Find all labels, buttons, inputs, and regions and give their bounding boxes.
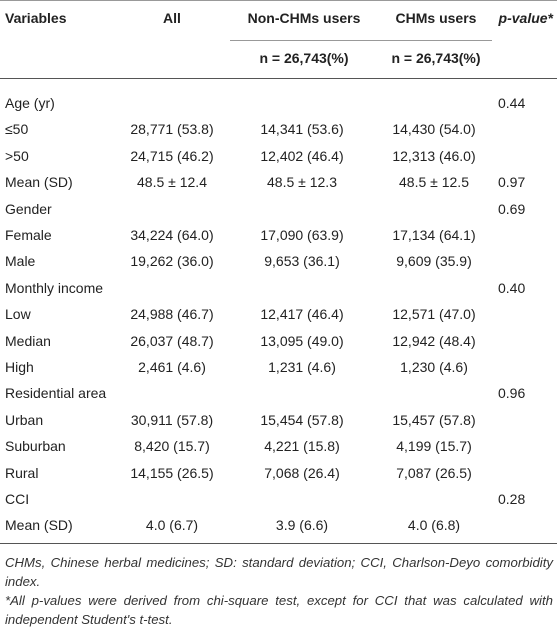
row-label: Monthly income [5,279,104,296]
cell: 15,457 (57.8) [392,411,476,428]
header: n = 26,743(%) [259,50,349,66]
row-label: Male [5,253,36,270]
row-label: Low [5,306,31,323]
row-label: Median [5,332,51,349]
row-label: High [5,359,34,375]
cell: 17,090 (63.9) [260,227,344,243]
cell: 28,771 (53.8) [130,121,214,138]
cell: 48.5 ± 12.3 [267,174,337,191]
cell: 34,224 (64.0) [130,227,214,243]
row-label: CCI [5,491,30,507]
row-label: Mean (SD) [5,517,73,534]
header: Non-CHMs users [247,10,361,26]
cell: 14,430 (54.0) [392,121,476,138]
cell: 12,417 (46.4) [260,306,344,323]
cell: 12,942 (48.4) [392,332,476,349]
row-label: Gender [5,200,52,217]
cell: 15,454 (57.8) [260,411,344,428]
cell: 4.0 (6.7) [145,517,199,534]
cell: 26,037 (48.7) [130,332,214,349]
cell: 12,313 (46.0) [392,147,476,164]
row-label: ≤50 [5,121,29,138]
row-label: Suburban [5,438,66,455]
cell: 9,609 (35.9) [396,253,472,270]
cell: 19,262 (36.0) [130,253,214,270]
cell: 30,911 (57.8) [130,411,214,428]
p-value: 0.97 [498,174,526,191]
rule [230,40,492,41]
cell: 24,715 (46.2) [130,147,214,164]
p-value: 0.96 [498,385,526,402]
header: n = 26,743(%) [391,50,481,66]
cell: 12,571 (47.0) [392,306,476,323]
cell: 4.0 (6.8) [407,517,461,534]
cell: 13,095 (49.0) [260,332,344,349]
header: All [163,10,181,26]
cell: 1,230 (4.6) [400,359,468,375]
cell: 24,988 (46.7) [130,306,214,323]
rule [0,78,557,79]
cell: 7,087 (26.5) [396,464,472,481]
rule [0,0,557,1]
cell: 9,653 (36.1) [264,253,340,270]
cell: 48.5 ± 12.5 [399,174,469,191]
cell: 14,341 (53.6) [260,121,344,138]
row-label: Female [5,227,52,243]
cell: 4,199 (15.7) [396,438,472,455]
cell: 3.9 (6.6) [275,517,329,534]
p-value: 0.40 [498,279,526,296]
p-value: 0.44 [498,95,526,111]
row-label: Age (yr) [5,95,55,111]
cell: 12,402 (46.4) [260,147,344,164]
p-value: 0.28 [498,491,526,507]
footnote: *All p-values were derived from chi-squa… [5,593,553,627]
header: p-value* [498,10,553,26]
cell: 8,420 (15.7) [134,438,210,455]
rule [0,543,557,544]
row-label: Mean (SD) [5,174,73,191]
cell: 7,068 (26.4) [264,464,340,481]
row-label: Urban [5,411,44,428]
cell: 48.5 ± 12.4 [137,174,207,191]
p-value: 0.69 [498,200,526,217]
header: Variables [5,10,67,26]
row-label: >50 [5,147,29,164]
cell: 17,134 (64.1) [392,227,476,243]
cell: 2,461 (4.6) [138,359,206,375]
row-label: Rural [5,464,39,481]
cell: 4,221 (15.8) [264,438,340,455]
header: CHMs users [395,10,477,26]
cell: 14,155 (26.5) [130,464,214,481]
row-label: Residential area [5,385,107,402]
cell: 1,231 (4.6) [268,359,336,375]
footnote: CHMs, Chinese herbal medicines; SD: stan… [5,555,553,589]
